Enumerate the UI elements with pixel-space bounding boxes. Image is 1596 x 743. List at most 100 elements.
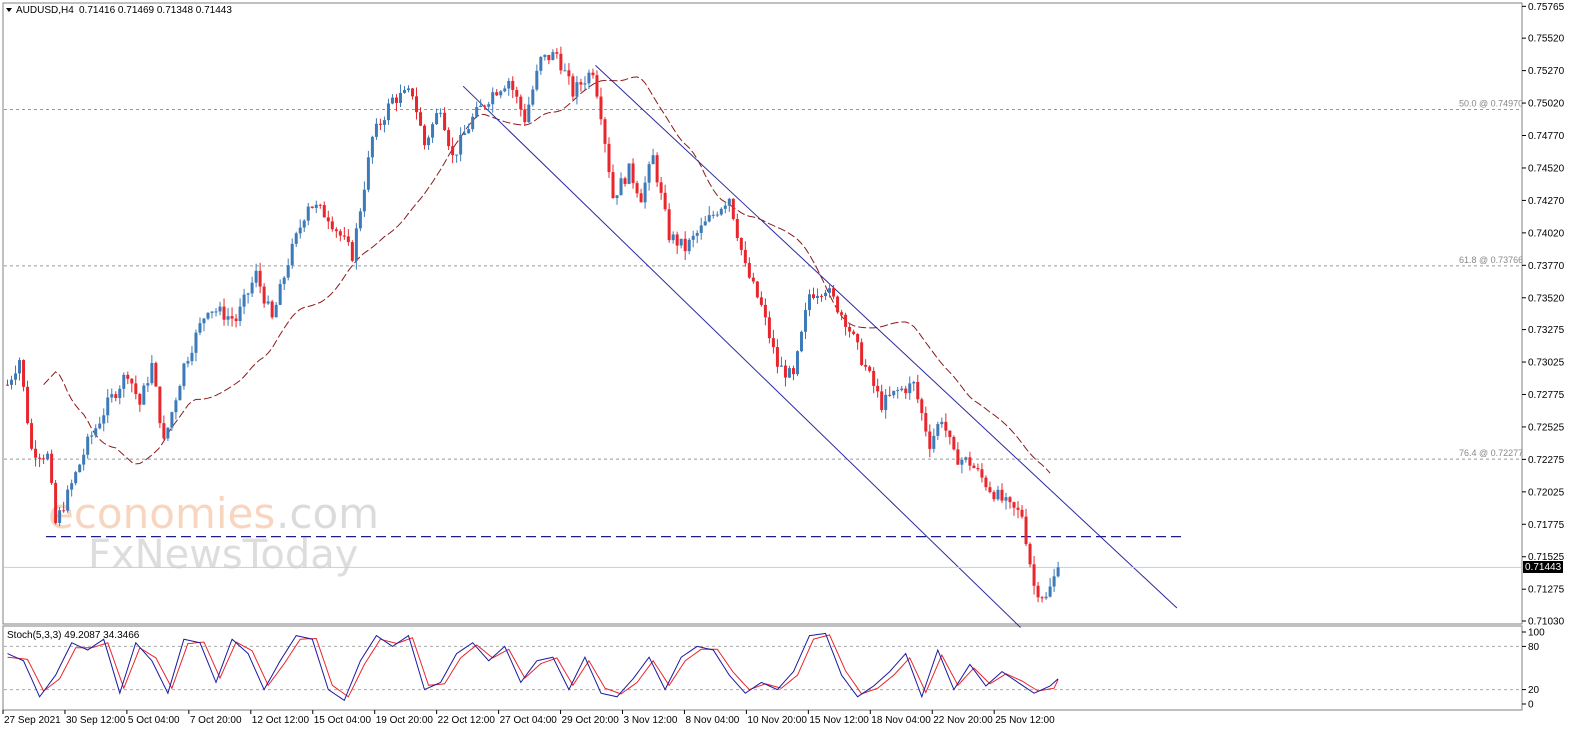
candle-body <box>447 130 451 147</box>
price-axis: 0.75765 0.75520 0.75270 0.75020 0.74770 0.745… <box>1522 2 1565 628</box>
candle-body <box>691 235 695 240</box>
price-tick-label: 0.72275 <box>1528 455 1565 466</box>
time-tick-label: 8 Nov 04:00 <box>685 715 739 726</box>
current-price-tag: 0.71443 <box>1523 561 1563 573</box>
candle-body <box>503 88 507 92</box>
candle-body <box>238 306 242 322</box>
candle-body <box>370 136 374 158</box>
candle-body <box>888 394 892 396</box>
candle-body <box>779 365 783 367</box>
candle-body <box>735 218 739 239</box>
candle-body <box>346 236 350 243</box>
stochastic: 100 80 20 0 <box>4 628 1545 711</box>
candle-body <box>948 430 952 437</box>
price-tick-label: 0.75020 <box>1528 99 1565 110</box>
price-channel <box>462 65 1178 628</box>
candle-body <box>206 312 210 319</box>
fib-label: 76.4 @ 0.72277 <box>1459 448 1523 458</box>
candle-body <box>591 72 595 76</box>
candle-body <box>495 92 499 96</box>
candle-body <box>451 146 455 156</box>
candle-body <box>114 394 118 399</box>
candle-body <box>110 394 114 398</box>
candle-body <box>487 104 491 107</box>
time-tick-label: 7 Oct 20:00 <box>190 715 242 726</box>
candle-body <box>563 70 567 72</box>
candle-body <box>575 82 579 97</box>
candle-body <box>924 413 928 432</box>
ohlc-values: 0.71416 0.71469 0.71348 0.71443 <box>79 5 232 16</box>
price-tick-label: 0.73025 <box>1528 358 1565 369</box>
candle-body <box>723 205 727 209</box>
candle-body <box>892 390 896 396</box>
candle-body <box>439 112 443 114</box>
candle-body <box>362 189 366 212</box>
price-tick-label: 0.72525 <box>1528 422 1565 433</box>
price-tick-label: 0.75520 <box>1528 34 1565 45</box>
chart-header: AUDUSD,H4 0.71416 0.71469 0.71348 0.7144… <box>6 5 232 16</box>
candle-body <box>218 306 222 312</box>
candle-body <box>1016 507 1020 510</box>
candle-body <box>767 317 771 339</box>
dropdown-arrow-icon[interactable] <box>6 8 12 12</box>
candle-body <box>222 306 226 320</box>
candle-body <box>483 105 487 107</box>
candle-body <box>6 384 9 386</box>
candle-body <box>274 304 278 318</box>
price-tick-label: 0.75270 <box>1528 66 1565 77</box>
candle-body <box>194 332 198 353</box>
candle-body <box>667 209 671 241</box>
candle-body <box>427 137 431 146</box>
candle-body <box>1052 576 1056 587</box>
channel-upper <box>595 65 1178 609</box>
candle-body <box>186 361 190 364</box>
candle-body <box>515 89 519 97</box>
candle-body <box>82 454 86 465</box>
candle-body <box>374 123 378 137</box>
time-tick-label: 10 Nov 20:00 <box>747 715 807 726</box>
candle-body <box>90 435 94 437</box>
candle-body <box>306 206 310 221</box>
candle-body <box>992 492 996 500</box>
candle-body <box>118 388 122 399</box>
candle-body <box>366 157 370 190</box>
candle-body <box>619 178 623 196</box>
candle-body <box>322 205 326 218</box>
candle-body <box>860 342 864 365</box>
candle-body <box>643 182 647 203</box>
candle-body <box>968 457 972 466</box>
candle-body <box>547 54 551 61</box>
candle-body <box>463 133 467 135</box>
candle-body <box>398 92 402 103</box>
candle-body <box>98 423 102 429</box>
candle-body <box>174 400 178 413</box>
time-tick-label: 15 Oct 04:00 <box>314 715 372 726</box>
candle-body <box>282 277 286 285</box>
candle-body <box>683 238 687 252</box>
candle-body <box>467 129 471 134</box>
candle-body <box>266 301 270 304</box>
candle-body <box>759 297 763 305</box>
candle-body <box>952 436 956 450</box>
candle-body <box>988 487 992 493</box>
stoch-tick-label: 0 <box>1528 700 1534 711</box>
candle-body <box>150 362 154 384</box>
candle-body <box>475 107 479 117</box>
candle-body <box>310 206 314 209</box>
candle-body <box>18 360 22 374</box>
stoch-tick-label: 20 <box>1528 685 1540 696</box>
candle-body <box>928 431 932 449</box>
candle-body <box>964 457 968 460</box>
candle-body <box>787 368 791 378</box>
candle-body <box>86 436 90 455</box>
candle-body <box>932 435 936 449</box>
candle-body <box>338 231 342 236</box>
candle-body <box>1024 516 1028 545</box>
candle-body <box>856 333 860 343</box>
candle-body <box>559 53 563 71</box>
time-tick-label: 22 Oct 12:00 <box>438 715 496 726</box>
candle-body <box>747 263 751 278</box>
candle-body <box>407 88 410 91</box>
candle-body <box>302 220 306 228</box>
